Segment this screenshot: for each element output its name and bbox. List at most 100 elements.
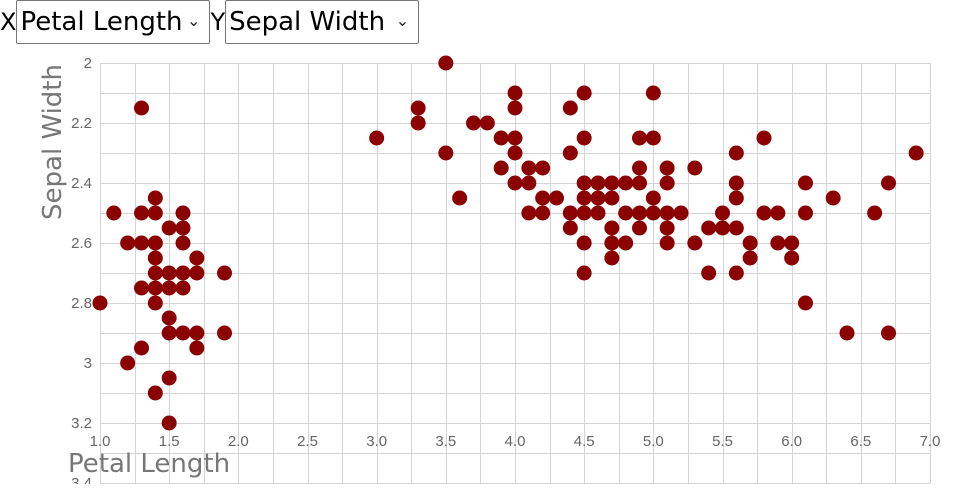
data-point: [728, 145, 744, 161]
chevron-down-icon: ⌄: [395, 11, 410, 30]
data-point: [825, 190, 841, 206]
data-point: [217, 325, 232, 341]
data-point: [715, 205, 730, 221]
x-tick-label: 4.0: [505, 433, 526, 450]
y-tick-label: 3.2: [71, 415, 92, 432]
data-point: [521, 205, 537, 221]
x-axis-select[interactable]: Petal Length ⌄: [16, 0, 211, 44]
y-tick-label: 2.4: [71, 175, 92, 192]
data-point: [134, 205, 149, 221]
y-tick-label: 2: [84, 55, 92, 72]
data-point: [742, 235, 758, 251]
data-point: [632, 130, 647, 146]
x-tick-label: 5.0: [643, 433, 664, 450]
x-axis-select-value: Petal Length: [20, 7, 183, 37]
y-tick-label: 2.2: [71, 115, 92, 132]
x-tick-label: 2.0: [228, 433, 249, 450]
data-point: [701, 265, 717, 281]
data-point: [507, 85, 523, 101]
data-point: [507, 145, 523, 161]
data-point: [728, 220, 744, 236]
data-point: [701, 220, 717, 236]
data-point: [452, 190, 468, 206]
data-point: [161, 265, 177, 281]
data-point: [161, 325, 177, 341]
data-point: [839, 325, 855, 341]
data-point: [576, 190, 592, 206]
data-point: [659, 160, 675, 176]
x-tick-label: 5.5: [712, 433, 733, 450]
data-point: [867, 205, 883, 221]
x-tick-label: 6.5: [850, 433, 871, 450]
data-point: [659, 235, 675, 251]
data-point: [590, 205, 606, 221]
data-point: [798, 175, 813, 191]
data-point: [535, 160, 551, 176]
data-point: [535, 190, 551, 206]
axis-controls: X Petal Length ⌄ Y Sepal Width ⌄: [0, 0, 420, 44]
data-point: [576, 175, 592, 191]
data-point: [521, 175, 537, 191]
data-point: [147, 280, 163, 296]
data-point: [134, 100, 149, 116]
data-point: [770, 205, 786, 221]
data-points: [92, 55, 924, 431]
data-point: [881, 325, 896, 341]
data-point: [742, 250, 758, 266]
data-point: [798, 205, 813, 221]
data-point: [715, 220, 730, 236]
data-point: [659, 205, 675, 221]
data-point: [189, 340, 205, 356]
data-point: [175, 205, 191, 221]
data-point: [645, 85, 661, 101]
data-point: [604, 220, 620, 236]
data-point: [175, 235, 191, 251]
data-point: [728, 265, 744, 281]
data-point: [134, 340, 149, 356]
data-point: [549, 190, 564, 206]
data-point: [562, 100, 578, 116]
data-point: [161, 220, 177, 236]
x-axis-title: Petal Length: [68, 449, 230, 479]
data-point: [438, 55, 454, 71]
grid: [100, 63, 931, 484]
data-point: [507, 175, 523, 191]
data-point: [147, 235, 163, 251]
data-point: [161, 415, 177, 431]
data-point: [134, 280, 149, 296]
data-point: [175, 280, 191, 296]
y-axis-title: Sepal Width: [38, 64, 68, 220]
data-point: [189, 250, 205, 266]
data-point: [217, 265, 232, 281]
data-point: [466, 115, 481, 131]
data-point: [562, 220, 578, 236]
data-point: [908, 145, 924, 161]
data-point: [189, 325, 205, 341]
data-point: [189, 265, 205, 281]
y-axis-select-label: Y: [210, 8, 226, 36]
data-point: [106, 205, 122, 221]
data-point: [535, 205, 551, 221]
data-point: [728, 190, 744, 206]
data-point: [147, 265, 163, 281]
x-tick-label: 2.5: [297, 433, 318, 450]
data-point: [576, 130, 592, 146]
data-point: [175, 265, 191, 281]
data-point: [161, 370, 177, 386]
data-point: [618, 205, 634, 221]
data-point: [673, 205, 689, 221]
data-point: [645, 205, 661, 221]
x-tick-label: 3.0: [366, 433, 387, 450]
data-point: [604, 235, 620, 251]
data-point: [507, 130, 523, 146]
data-point: [493, 160, 509, 176]
x-tick-label: 3.5: [435, 433, 456, 450]
data-point: [659, 220, 675, 236]
data-point: [147, 295, 163, 311]
data-point: [562, 205, 578, 221]
data-point: [645, 190, 661, 206]
chevron-down-icon: ⌄: [187, 11, 201, 30]
y-axis-select[interactable]: Sepal Width ⌄: [225, 0, 420, 44]
data-point: [576, 205, 592, 221]
